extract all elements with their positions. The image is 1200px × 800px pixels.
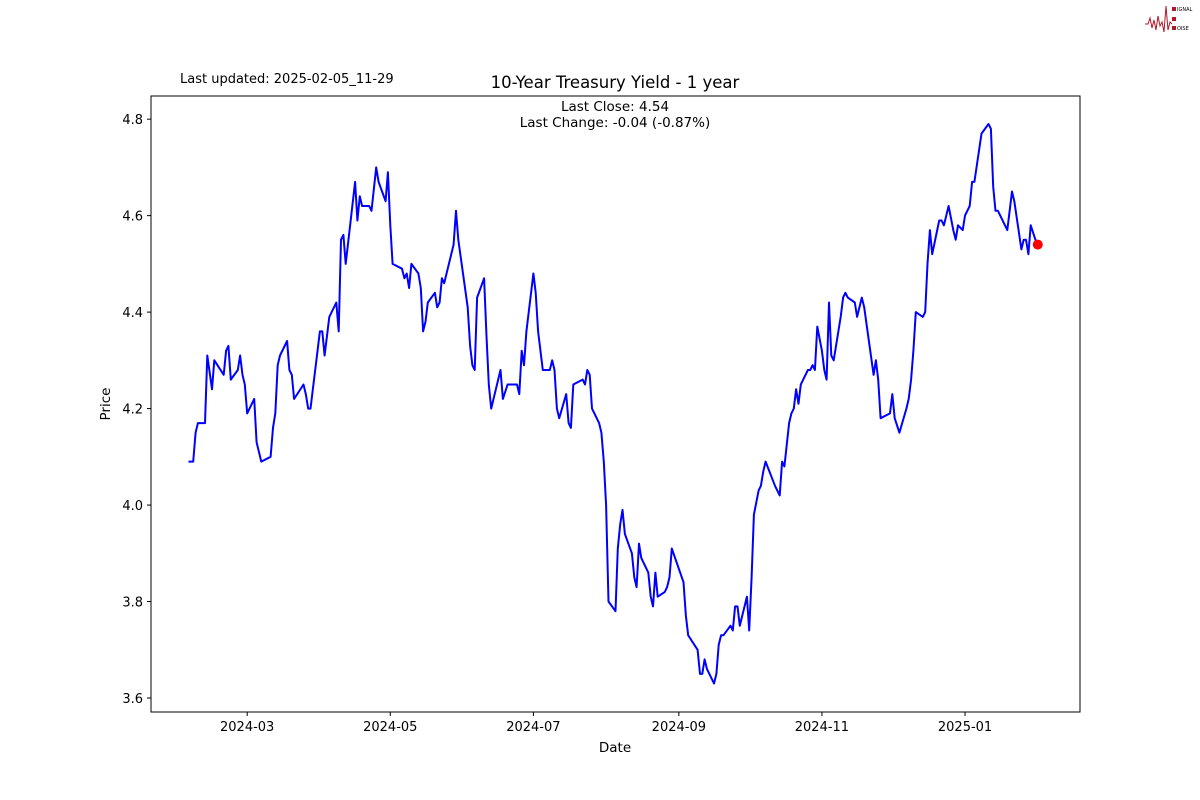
x-tick-label: 2024-05 bbox=[363, 720, 417, 735]
y-tick-label: 3.8 bbox=[122, 596, 143, 611]
x-tick-label: 2024-09 bbox=[652, 720, 706, 735]
last-close-annotation: Last Close: 4.54 bbox=[561, 99, 669, 115]
y-tick-label: 4.8 bbox=[122, 113, 143, 128]
svg-text:OISE: OISE bbox=[1177, 26, 1189, 32]
y-tick-label: 4.0 bbox=[122, 499, 143, 514]
y-tick-label: 4.6 bbox=[122, 210, 143, 225]
y-tick-label: 3.6 bbox=[122, 692, 143, 707]
x-axis-label: Date bbox=[599, 740, 631, 756]
y-axis-label: Price bbox=[98, 388, 114, 421]
svg-text:IGNAL: IGNAL bbox=[1177, 7, 1193, 13]
y-tick-label: 4.4 bbox=[122, 306, 143, 321]
last-close-marker bbox=[1032, 239, 1043, 250]
x-tick-label: 2024-07 bbox=[506, 720, 560, 735]
x-tick-label: 2024-11 bbox=[795, 720, 849, 735]
y-tick-label: 4.2 bbox=[122, 403, 143, 418]
x-tick-label: 2025-01 bbox=[938, 720, 992, 735]
signal-noise-logo-icon: IGNAL OISE bbox=[1145, 5, 1193, 33]
last-updated-text: Last updated: 2025-02-05_11-29 bbox=[180, 72, 394, 87]
logo: IGNAL OISE bbox=[1143, 4, 1195, 36]
yield-line bbox=[188, 123, 1039, 685]
x-tick-label: 2024-03 bbox=[220, 720, 274, 735]
chart-title: 10-Year Treasury Yield - 1 year bbox=[491, 73, 740, 92]
last-change-annotation: Last Change: -0.04 (-0.87%) bbox=[520, 115, 710, 131]
axes-frame bbox=[150, 95, 1081, 713]
